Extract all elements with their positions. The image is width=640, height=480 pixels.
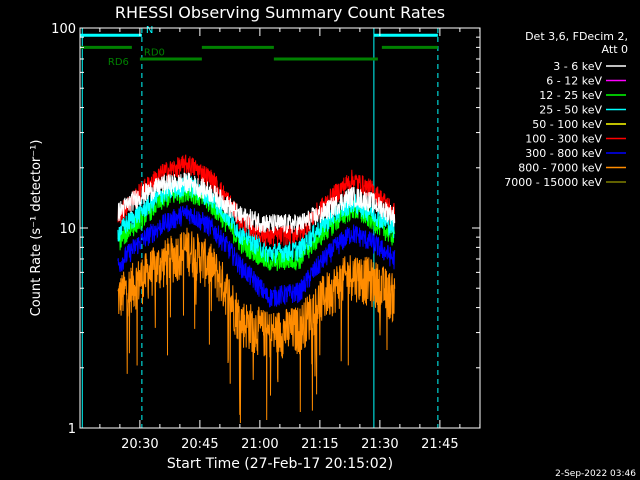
legend-label-5: 100 - 300 keV (525, 133, 602, 146)
y-tick-label-2: 100 (51, 22, 76, 37)
legend-label-4: 50 - 100 keV (532, 118, 602, 131)
legend-title-line-1: Att 0 (602, 43, 628, 56)
x-tick-label-3: 21:15 (301, 437, 338, 452)
x-tick-label-5: 21:45 (421, 437, 458, 452)
legend-label-8: 7000 - 15000 keV (504, 176, 602, 189)
y-tick-label-1: 10 (59, 222, 76, 237)
x-tick-label-4: 21:30 (361, 437, 398, 452)
legend-label-0: 3 - 6 keV (553, 60, 602, 73)
y-axis-label: Count Rate (s⁻¹ detector⁻¹) (29, 140, 44, 317)
legend-label-2: 12 - 25 keV (539, 89, 602, 102)
chart-title: RHESSI Observing Summary Count Rates (115, 3, 445, 22)
series-line-0 (117, 227, 396, 424)
legend: Det 3,6, FDecim 2,Att 03 - 6 keV 6 - 12 k… (504, 30, 628, 189)
axes: 1 10 100 20:30 20:45 21:00 21:15 21:30 21:45 Coun… (29, 22, 481, 452)
series-line-5 (117, 172, 396, 235)
footer-date: 2-Sep-2022 03:46 (555, 469, 636, 479)
y-tick-label-0: 1 (68, 422, 76, 437)
legend-title-line-0: Det 3,6, FDecim 2, (525, 30, 628, 43)
plot-area: N RD0 RD6 (80, 25, 439, 428)
annotation-label-n: N (146, 25, 153, 36)
series-line-1 (117, 205, 396, 308)
legend-label-1: 6 - 12 keV (546, 75, 602, 88)
x-tick-label-0: 20:30 (121, 437, 158, 452)
legend-label-6: 300 - 800 keV (525, 147, 602, 160)
annotation-label-rd6: RD6 (108, 57, 129, 68)
x-tick-label-2: 21:00 (241, 437, 278, 452)
legend-label-7: 800 - 7000 keV (518, 162, 602, 175)
x-tick-label-1: 20:45 (181, 437, 218, 452)
legend-label-3: 25 - 50 keV (539, 104, 602, 117)
x-axis-label: Start Time (27-Feb-17 20:15:02) (167, 456, 393, 472)
annotation-label-rd0: RD0 (144, 47, 165, 58)
series-line-3 (117, 175, 396, 264)
